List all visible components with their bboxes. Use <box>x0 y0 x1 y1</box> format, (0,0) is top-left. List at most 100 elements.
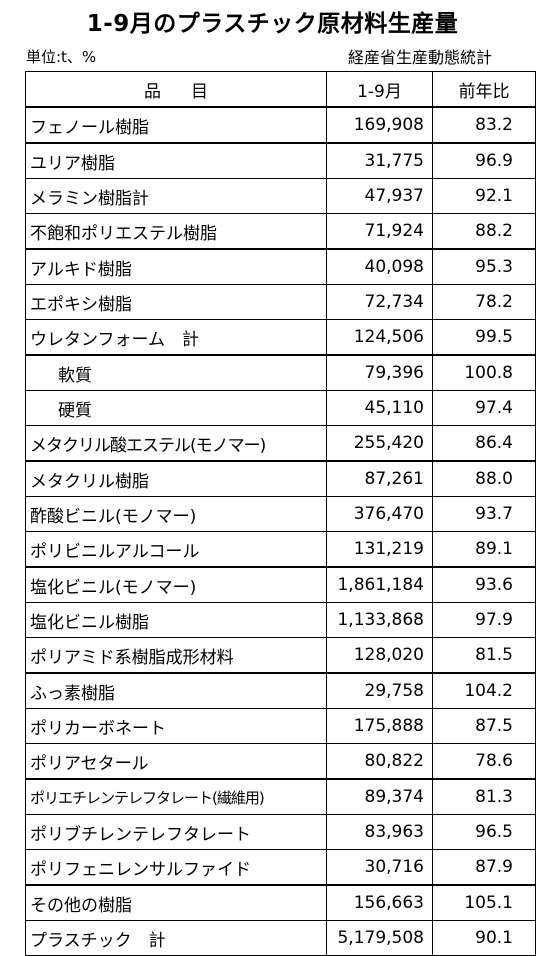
table-row: 硬質 45,110 97.4 <box>25 390 536 426</box>
row-name: ウレタンフォーム 計 <box>25 319 327 356</box>
row-name: 軟質 <box>25 354 327 391</box>
row-name: メラミン樹脂計 <box>25 178 327 214</box>
row-name: ユリア樹脂 <box>25 142 327 179</box>
row-yoy: 88.0 <box>432 460 536 497</box>
row-yoy: 97.9 <box>432 602 536 638</box>
row-value: 80,822 <box>326 743 433 780</box>
production-table: 品目 1-9月 前年比 フェノール樹脂 169,908 83.2 ユリア樹脂 3… <box>25 71 536 956</box>
row-yoy: 93.6 <box>432 566 536 603</box>
row-value: 83,963 <box>326 814 433 850</box>
row-name: 酢酸ビニル(モノマー) <box>25 496 327 532</box>
table-row: ポリカーボネート 175,888 87.5 <box>25 708 536 744</box>
row-yoy: 88.2 <box>432 213 536 250</box>
header-item: 品目 <box>25 71 327 108</box>
row-value: 1,861,184 <box>326 566 433 603</box>
row-yoy: 78.6 <box>432 743 536 780</box>
table-row: 不飽和ポリエステル樹脂 71,924 88.2 <box>25 213 536 250</box>
row-value: 79,396 <box>326 354 433 391</box>
row-yoy: 87.9 <box>432 849 536 886</box>
table-row: ポリアセタール 80,822 78.6 <box>25 743 536 780</box>
row-value: 131,219 <box>326 531 433 568</box>
row-name: 不飽和ポリエステル樹脂 <box>25 213 327 250</box>
row-value: 128,020 <box>326 637 433 674</box>
row-yoy: 95.3 <box>432 248 536 285</box>
row-name: 塩化ビニル樹脂 <box>25 602 327 638</box>
row-value: 47,937 <box>326 178 433 214</box>
row-value: 156,663 <box>326 884 433 921</box>
row-name: 塩化ビニル(モノマー) <box>25 566 327 603</box>
table-row: フェノール樹脂 169,908 83.2 <box>25 106 536 144</box>
row-name: ポリエチレンテレフタレート(繊維用) <box>25 778 327 815</box>
row-name: アルキド樹脂 <box>25 248 327 285</box>
table-row: 酢酸ビニル(モノマー) 376,470 93.7 <box>25 496 536 532</box>
row-yoy: 96.5 <box>432 814 536 850</box>
row-value: 124,506 <box>326 319 433 356</box>
row-value: 71,924 <box>326 213 433 250</box>
table-row: その他の樹脂 156,663 105.1 <box>25 884 536 921</box>
row-yoy: 104.2 <box>432 672 536 709</box>
row-name: ポリアミド系樹脂成形材料 <box>25 637 327 674</box>
row-name: ポリフェニレンサルファイド <box>25 849 327 886</box>
unit-label: 単位:t、% <box>26 48 97 66</box>
table-row: アルキド樹脂 40,098 95.3 <box>25 248 536 285</box>
table-row: ポリビニルアルコール 131,219 89.1 <box>25 531 536 568</box>
row-yoy: 96.9 <box>432 142 536 179</box>
table-header-row: 品目 1-9月 前年比 <box>25 71 536 108</box>
row-name: ポリアセタール <box>25 743 327 780</box>
row-yoy: 81.3 <box>432 778 536 815</box>
page-title: 1-9月のプラスチック原材料生産量 <box>86 11 459 37</box>
table-row: ウレタンフォーム 計 124,506 99.5 <box>25 319 536 356</box>
row-value: 169,908 <box>326 106 433 144</box>
table-row: 軟質 79,396 100.8 <box>25 354 536 391</box>
row-value: 45,110 <box>326 390 433 426</box>
table-row: ユリア樹脂 31,775 96.9 <box>25 142 536 179</box>
row-value: 89,374 <box>326 778 433 815</box>
row-name: プラスチック 計 <box>25 920 327 956</box>
row-name: ポリブチレンテレフタレート <box>25 814 327 850</box>
row-yoy: 89.1 <box>432 531 536 568</box>
table-row: ポリフェニレンサルファイド 30,716 87.9 <box>25 849 536 886</box>
table-row: ふっ素樹脂 29,758 104.2 <box>25 672 536 709</box>
row-name: 硬質 <box>25 390 327 426</box>
row-value: 40,098 <box>326 248 433 285</box>
row-value: 175,888 <box>326 708 433 744</box>
row-yoy: 78.2 <box>432 284 536 320</box>
row-value: 255,420 <box>326 425 433 462</box>
row-value: 1,133,868 <box>326 602 433 638</box>
table-row: メタクリル酸エステル(モノマー) 255,420 86.4 <box>25 425 536 462</box>
table-row: ポリアミド系樹脂成形材料 128,020 81.5 <box>25 637 536 674</box>
row-yoy: 90.1 <box>432 920 536 956</box>
row-name: フェノール樹脂 <box>25 106 327 144</box>
row-yoy: 93.7 <box>432 496 536 532</box>
row-yoy: 92.1 <box>432 178 536 214</box>
row-name: ポリカーボネート <box>25 708 327 744</box>
row-name: ポリビニルアルコール <box>25 531 327 568</box>
row-name: メタクリル樹脂 <box>25 460 327 497</box>
row-yoy: 83.2 <box>432 106 536 144</box>
table-row: 塩化ビニル樹脂 1,133,868 97.9 <box>25 602 536 638</box>
row-value: 30,716 <box>326 849 433 886</box>
table-row: ポリブチレンテレフタレート 83,963 96.5 <box>25 814 536 850</box>
row-name: ふっ素樹脂 <box>25 672 327 709</box>
row-yoy: 99.5 <box>432 319 536 356</box>
row-yoy: 81.5 <box>432 637 536 674</box>
header-yoy: 前年比 <box>432 71 536 108</box>
row-yoy: 87.5 <box>432 708 536 744</box>
table-row: メタクリル樹脂 87,261 88.0 <box>25 460 536 497</box>
row-value: 87,261 <box>326 460 433 497</box>
row-yoy: 105.1 <box>432 884 536 921</box>
header-period: 1-9月 <box>326 71 433 108</box>
row-name: その他の樹脂 <box>25 884 327 921</box>
table-row: 塩化ビニル(モノマー) 1,861,184 93.6 <box>25 566 536 603</box>
row-yoy: 86.4 <box>432 425 536 462</box>
source-label: 経産省生産動態統計 <box>348 48 493 67</box>
row-value: 29,758 <box>326 672 433 709</box>
table-row: ポリエチレンテレフタレート(繊維用) 89,374 81.3 <box>25 778 536 815</box>
row-name: メタクリル酸エステル(モノマー) <box>25 425 327 462</box>
row-value: 5,179,508 <box>326 920 433 956</box>
row-name: エポキシ樹脂 <box>25 284 327 320</box>
row-value: 72,734 <box>326 284 433 320</box>
table-row: メラミン樹脂計 47,937 92.1 <box>25 178 536 214</box>
row-yoy: 100.8 <box>432 354 536 391</box>
row-value: 376,470 <box>326 496 433 532</box>
